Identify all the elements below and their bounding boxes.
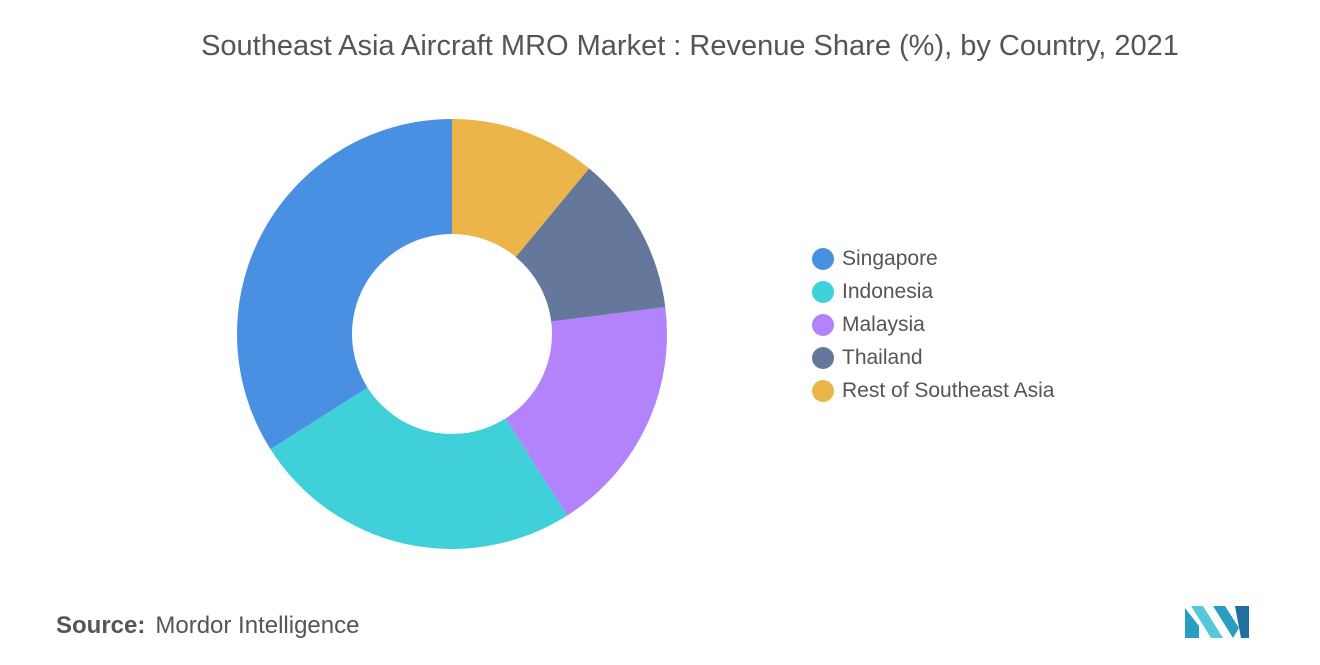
legend-label: Indonesia	[842, 280, 934, 304]
slice-singapore	[236, 119, 452, 450]
logo-shape-left	[1185, 608, 1199, 638]
logo-shape-mid-left	[1191, 606, 1223, 638]
slice-indonesia	[270, 387, 568, 550]
legend-item-rest-of-southeast-asia: Rest of Southeast Asia	[812, 374, 1054, 407]
legend-item-thailand: Thailand	[812, 341, 1054, 374]
logo-shape-right	[1235, 606, 1249, 638]
legend-label: Thailand	[842, 345, 923, 369]
legend-swatch	[812, 379, 834, 402]
legend-swatch	[812, 281, 834, 304]
legend-swatch	[812, 313, 834, 336]
legend-item-malaysia: Malaysia	[812, 309, 1054, 342]
legend-label: Rest of Southeast Asia	[842, 378, 1055, 402]
legend-label: Singapore	[842, 247, 938, 271]
legend-item-singapore: Singapore	[812, 243, 1054, 276]
legend-swatch	[812, 248, 834, 271]
legend-swatch	[812, 346, 834, 369]
source-line: Source: Mordor Intelligence	[56, 612, 359, 640]
legend-item-indonesia: Indonesia	[812, 276, 1054, 309]
chart-legend: Singapore Indonesia Malaysia Thailand Rest o…	[812, 243, 1054, 407]
legend-label: Malaysia	[842, 312, 925, 336]
mordor-intelligence-logo	[1185, 606, 1249, 638]
logo-shape-mid-right	[1213, 606, 1239, 638]
chart-title: Southeast Asia Aircraft MRO Market : Rev…	[201, 30, 1179, 62]
slice-rest-of-southeast-asia	[452, 119, 590, 257]
slice-malaysia	[505, 307, 668, 516]
slice-thailand	[515, 168, 666, 322]
source-label: Source:	[56, 612, 146, 639]
source-text: Mordor Intelligence	[155, 612, 360, 639]
